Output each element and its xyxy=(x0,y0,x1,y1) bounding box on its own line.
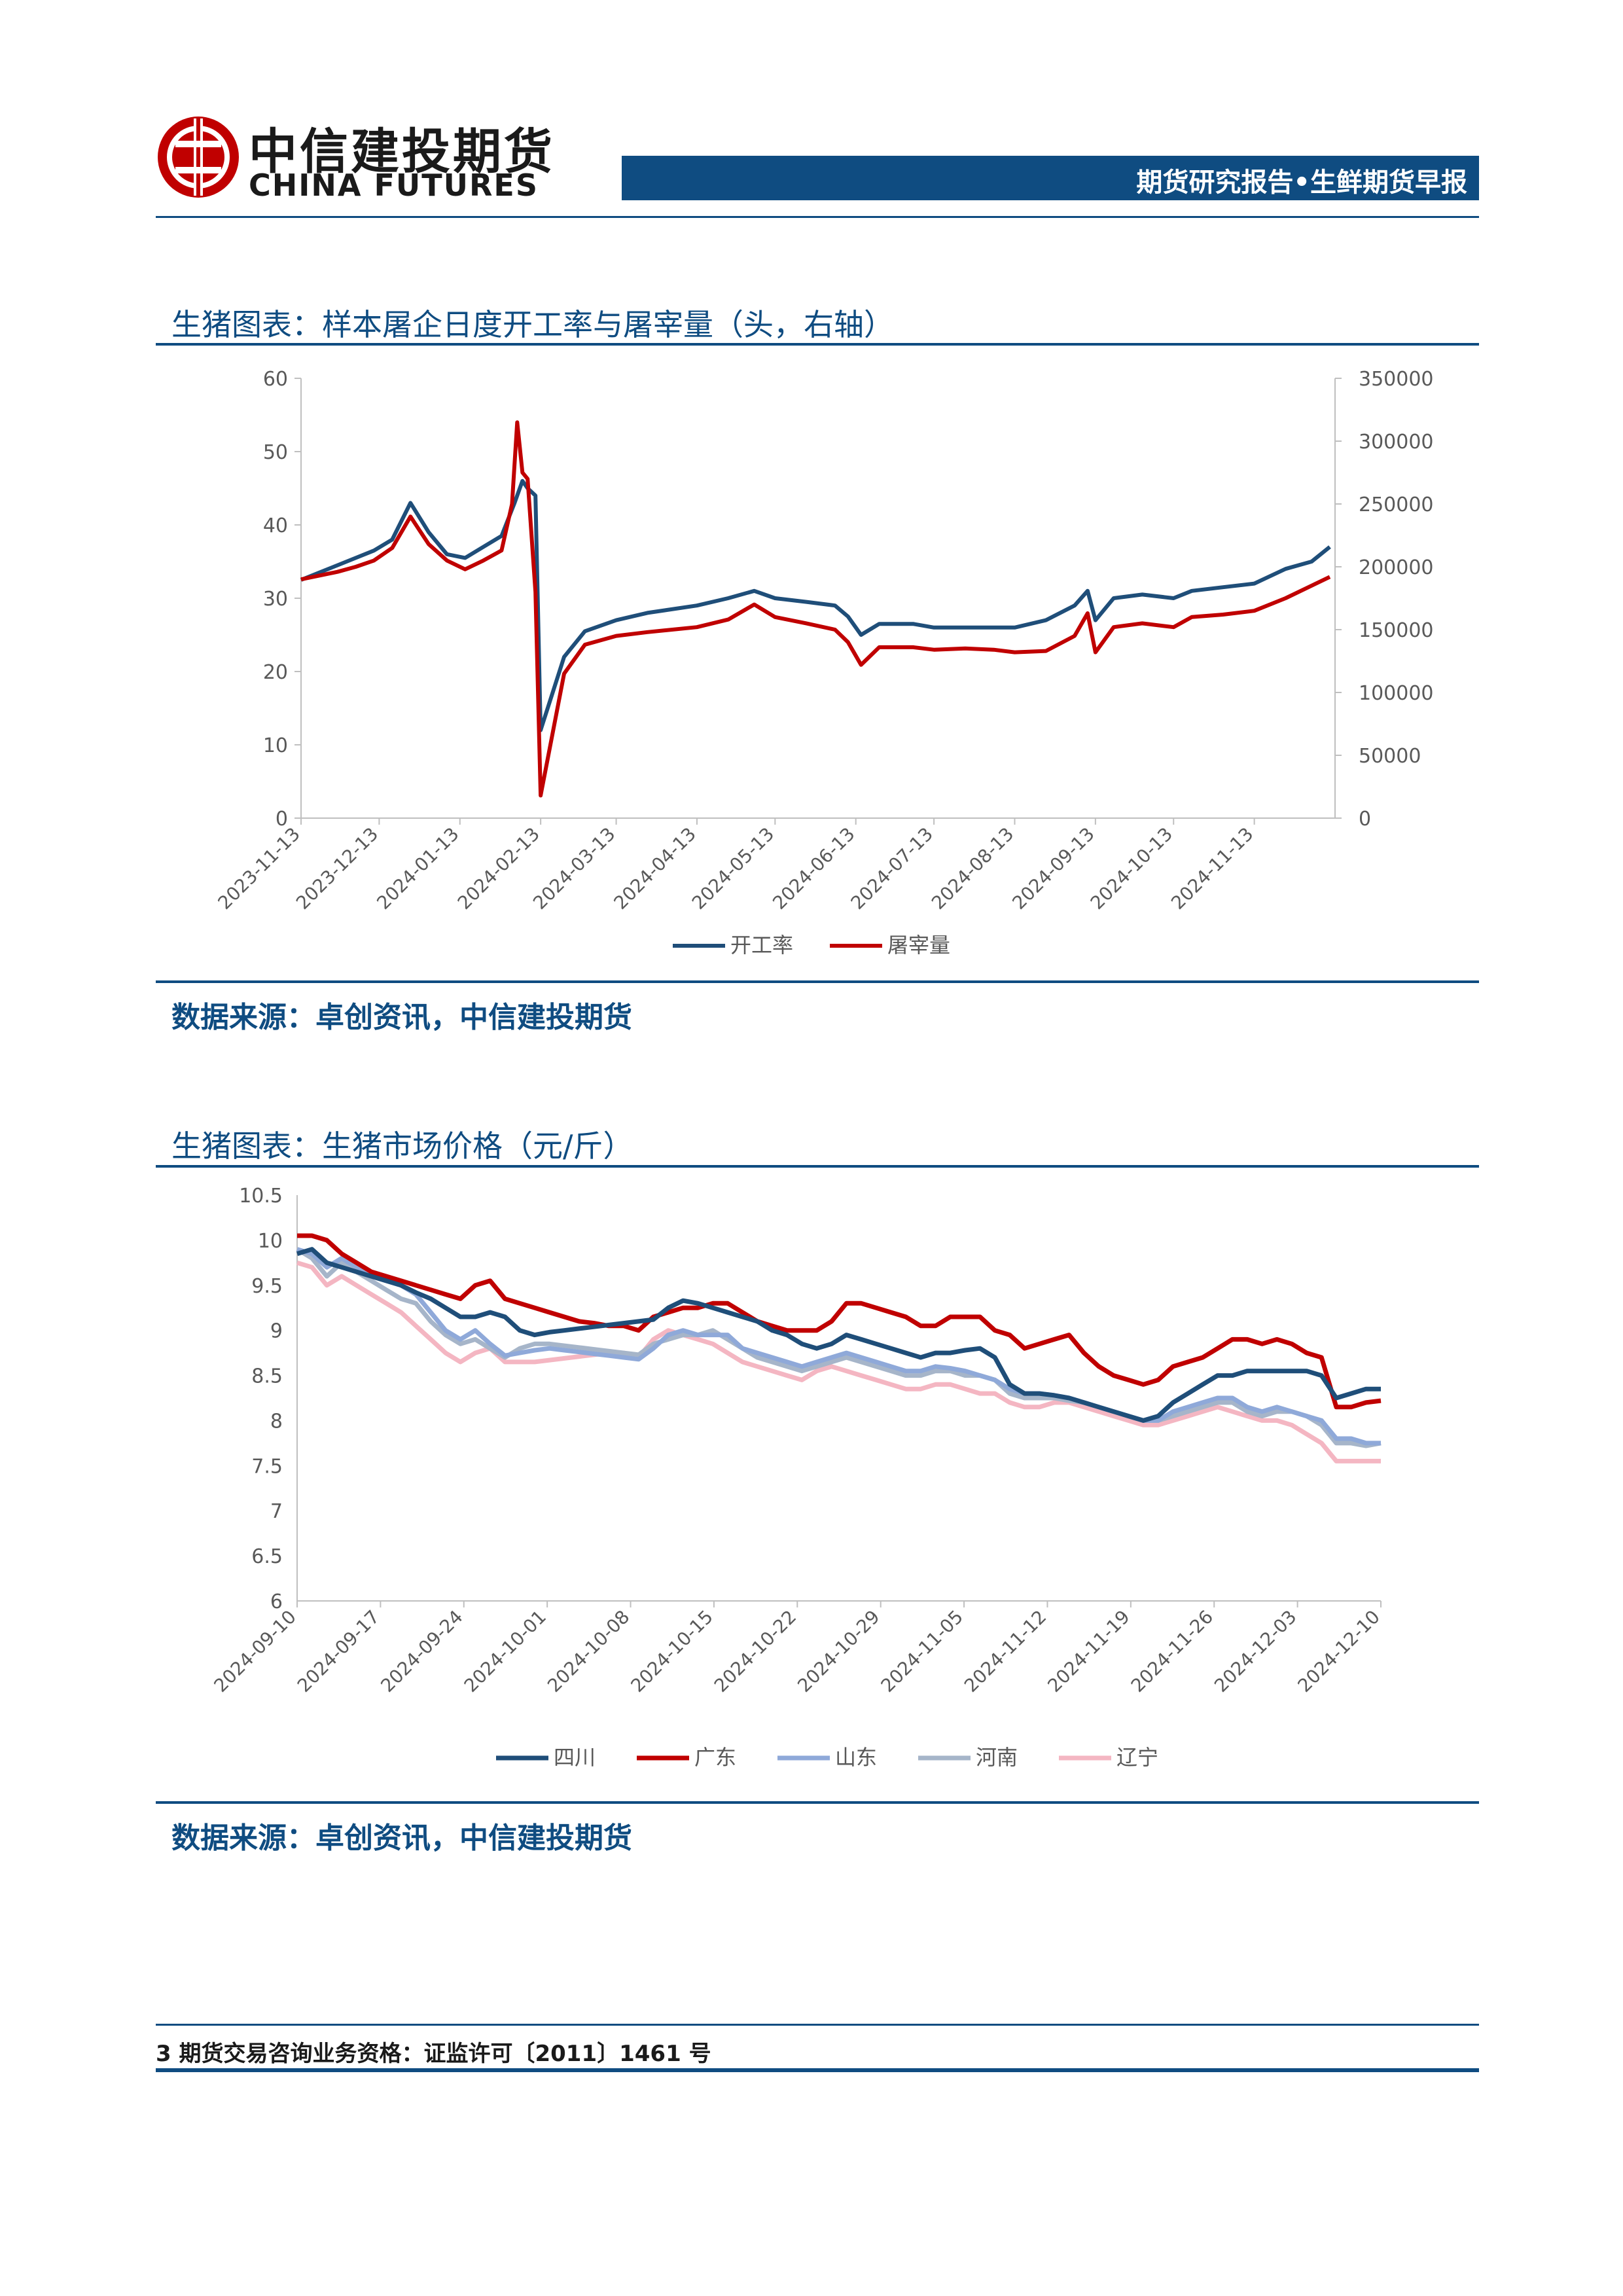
chart2-x-tick-label: 2024-11-26 xyxy=(1127,1606,1217,1696)
chart1-left-tick-label: 10 xyxy=(263,734,288,757)
chart1-data-source: 数据来源：卓创资讯，中信建投期货 xyxy=(171,1001,632,1034)
chart2-y-tick-label: 6 xyxy=(270,1590,283,1613)
chart1-left-tick-label: 20 xyxy=(263,661,288,684)
chart2-x-tick-label: 2024-09-10 xyxy=(210,1606,300,1696)
chart2-x-tick-label: 2024-11-12 xyxy=(960,1606,1050,1696)
chart1-x-tick-label: 2024-11-13 xyxy=(1167,823,1257,914)
chart2-data-source: 数据来源：卓创资讯，中信建投期货 xyxy=(171,1821,632,1855)
chart2-legend-label-2: 广东 xyxy=(694,1745,736,1770)
chart1-x-tick-label: 2024-06-13 xyxy=(768,823,859,914)
chart1-x-tick-label: 2024-01-13 xyxy=(372,823,463,914)
chart2-y-tick-label: 10.5 xyxy=(239,1185,283,1208)
chart1-x-tick-label: 2024-07-13 xyxy=(847,823,937,914)
chart2-y-tick-label: 8 xyxy=(270,1410,283,1433)
chart2-x-tick-label: 2024-09-17 xyxy=(293,1606,383,1696)
chart2-x-tick-label: 2024-10-22 xyxy=(710,1606,800,1696)
chart2-legend-label-4: 河南 xyxy=(976,1745,1018,1770)
chart1-right-tick-label: 350000 xyxy=(1359,368,1434,391)
chart2-y-tick-label: 8.5 xyxy=(251,1365,283,1388)
chart2-legend-label-5: 辽宁 xyxy=(1116,1745,1158,1770)
chart1-x-tick-label: 2024-09-13 xyxy=(1008,823,1098,914)
chart2-x-tick-label: 2024-10-15 xyxy=(626,1606,717,1696)
chart2-y-tick-label: 9.5 xyxy=(251,1275,283,1298)
chart1-right-tick-label: 300000 xyxy=(1359,431,1434,454)
chart2-y-tick-label: 7.5 xyxy=(251,1455,283,1478)
chart1-x-tick-label: 2024-05-13 xyxy=(688,823,778,914)
report-banner-text: 期货研究报告•生鲜期货早报 xyxy=(1136,168,1467,198)
chart2-x-tick-label: 2024-09-24 xyxy=(376,1606,467,1696)
chart1-x-tick-label: 2024-10-13 xyxy=(1086,823,1177,914)
chart2-legend-label-3: 山东 xyxy=(835,1745,877,1770)
header-divider xyxy=(156,216,1479,218)
chart1-legend-label-1: 开工率 xyxy=(730,933,793,958)
chart1-x-tick-label: 2024-04-13 xyxy=(609,823,700,914)
chart1-left-tick-label: 30 xyxy=(263,588,288,611)
chart2-hog-market-price: 66.577.588.599.51010.52024-09-102024-09-… xyxy=(210,1185,1384,1770)
chart1-series-line-1 xyxy=(300,478,1331,732)
chart1-left-tick-label: 0 xyxy=(276,808,288,831)
chart1-x-tick-label: 2024-08-13 xyxy=(927,823,1018,914)
footer-bottom-rule xyxy=(156,2068,1479,2072)
chart1-bottom-rule xyxy=(156,980,1479,983)
chart2-x-tick-label: 2024-11-05 xyxy=(877,1606,967,1696)
chart2-y-tick-label: 10 xyxy=(258,1230,283,1253)
company-logo-icon xyxy=(158,117,239,198)
chart1-right-tick-label: 200000 xyxy=(1359,556,1434,579)
chart1-left-tick-label: 40 xyxy=(263,514,288,537)
chart2-x-tick-label: 2024-10-01 xyxy=(460,1606,550,1696)
chart2-bottom-rule xyxy=(156,1801,1479,1804)
chart2-x-tick-label: 2024-11-19 xyxy=(1043,1606,1133,1696)
footer-license-text: 3 期货交易咨询业务资格：证监许可〔2011〕1461 号 xyxy=(156,2041,711,2067)
footer-top-rule xyxy=(156,2024,1479,2026)
chart1-x-tick-label: 2023-12-13 xyxy=(292,823,382,914)
chart2-series-line-1 xyxy=(296,1247,1381,1423)
chart1-right-tick-label: 50000 xyxy=(1359,745,1421,768)
chart2-section-title: 生猪图表：生猪市场价格（元/斤） xyxy=(171,1128,633,1164)
chart1-left-tick-label: 50 xyxy=(263,441,288,464)
logo-english-name: CHINA FUTURES xyxy=(249,168,539,203)
chart2-y-tick-label: 6.5 xyxy=(251,1545,283,1568)
chart1-slaughter-operating-rate: 0 10 20 30 40 50 60 0 50000 100000 150000 200000 250… xyxy=(214,368,1434,958)
chart2-y-tick-label: 9 xyxy=(270,1320,283,1343)
chart2-series-line-3 xyxy=(296,1247,1381,1446)
chart1-x-tick-label: 2024-03-13 xyxy=(529,823,619,914)
chart1-right-tick-label: 250000 xyxy=(1359,493,1434,516)
chart1-legend-label-2: 屠宰量 xyxy=(887,933,950,958)
chart2-x-tick-label: 2024-12-10 xyxy=(1294,1606,1384,1696)
logo-chinese-name: 中信建投期货 xyxy=(249,124,555,180)
chart2-x-tick-label: 2024-12-03 xyxy=(1210,1606,1300,1696)
chart1-left-tick-label: 60 xyxy=(263,368,288,391)
chart1-right-tick-label: 100000 xyxy=(1359,682,1434,705)
report-banner: 期货研究报告•生鲜期货早报 xyxy=(622,156,1479,200)
chart1-right-tick-label: 150000 xyxy=(1359,619,1434,642)
chart2-y-tick-label: 7 xyxy=(270,1500,283,1523)
chart2-top-rule xyxy=(156,1165,1479,1168)
chart2-series-line-4 xyxy=(296,1247,1382,1448)
chart1-right-tick-label: 0 xyxy=(1359,808,1371,831)
chart2-series-line-2 xyxy=(297,1233,1382,1410)
chart2-legend-label-1: 四川 xyxy=(554,1745,596,1770)
chart1-top-rule xyxy=(156,343,1479,346)
chart1-section-title: 生猪图表：样本屠企日度开工率与屠宰量（头，右轴） xyxy=(171,307,894,342)
chart2-x-tick-label: 2024-10-08 xyxy=(543,1606,633,1696)
chart2-series-line-5 xyxy=(296,1260,1381,1463)
chart1-series-line-2 xyxy=(300,420,1331,798)
chart1-x-tick-label: 2023-11-13 xyxy=(214,823,304,914)
chart2-x-tick-label: 2024-10-29 xyxy=(793,1606,883,1696)
